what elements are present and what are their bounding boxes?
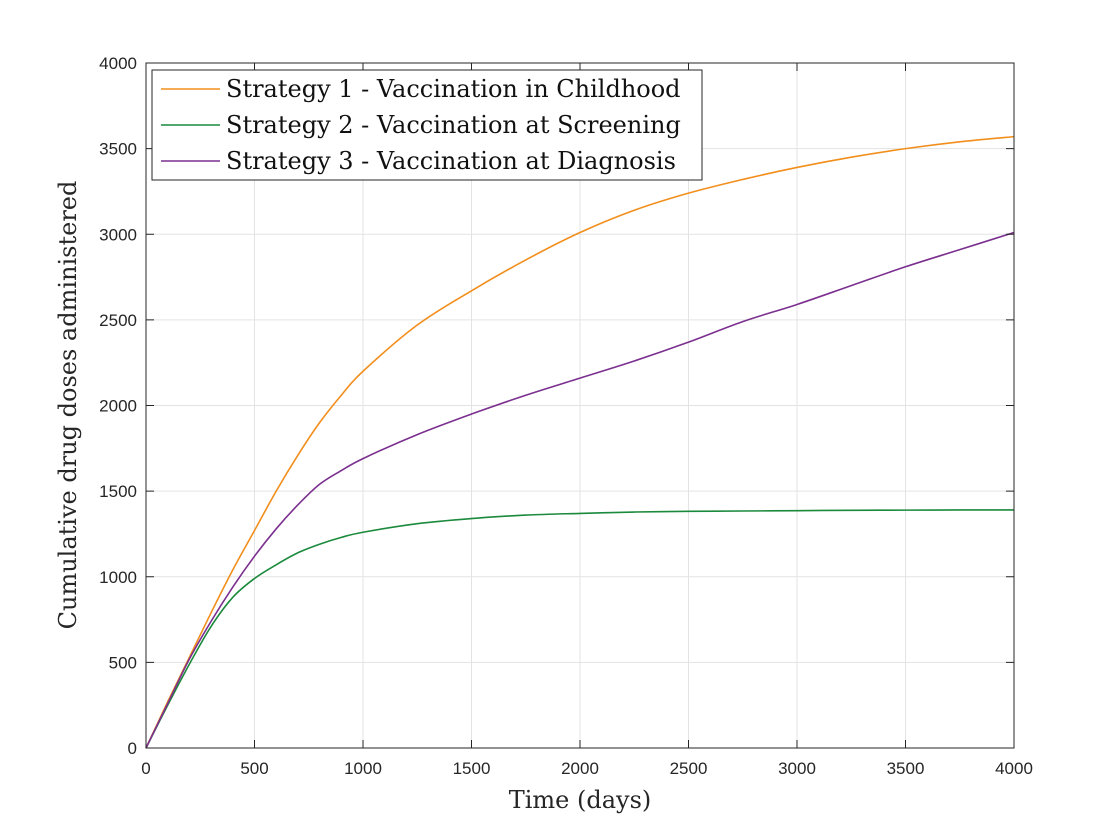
x-tick-label: 2500	[670, 759, 708, 778]
legend-box	[151, 69, 703, 181]
series-line-2	[145, 509, 1015, 749]
x-tick-label: 2000	[561, 759, 599, 778]
legend-label-3: Strategy 3 - Vaccination at Diagnosis	[226, 147, 676, 175]
y-axis-title: Cumulative drug doses administered	[54, 181, 82, 630]
x-tick-label: 500	[240, 759, 268, 778]
series-line-1	[145, 135, 1015, 749]
x-tick-label: 3500	[887, 759, 925, 778]
y-tick-label: 500	[109, 653, 137, 672]
y-tick-label: 2000	[99, 397, 137, 416]
y-tick-label: 2500	[99, 311, 137, 330]
y-tick-label: 1000	[99, 568, 137, 587]
y-tick-label: 3500	[99, 140, 137, 159]
y-tick-label: 0	[128, 739, 137, 758]
x-tick-label: 0	[141, 759, 150, 778]
series-group	[145, 135, 1015, 749]
x-tick-label: 4000	[995, 759, 1033, 778]
y-tick-label: 3000	[99, 225, 137, 244]
legend: Strategy 1 - Vaccination in Childhood Str…	[151, 69, 703, 181]
legend-label-1: Strategy 1 - Vaccination in Childhood	[226, 75, 681, 103]
x-axis-title: Time (days)	[509, 786, 652, 814]
x-tick-label: 1500	[453, 759, 491, 778]
x-tick-label: 1000	[344, 759, 382, 778]
y-tick-label: 1500	[99, 482, 137, 501]
ticks: 0 500 1000 1500 2000 2500 3000 3500 4000 0 500 1000…	[99, 54, 1033, 778]
legend-label-2: Strategy 2 - Vaccination at Screening	[226, 111, 681, 139]
series-line-3	[145, 231, 1015, 749]
x-tick-label: 3000	[778, 759, 816, 778]
y-tick-label: 4000	[99, 54, 137, 73]
